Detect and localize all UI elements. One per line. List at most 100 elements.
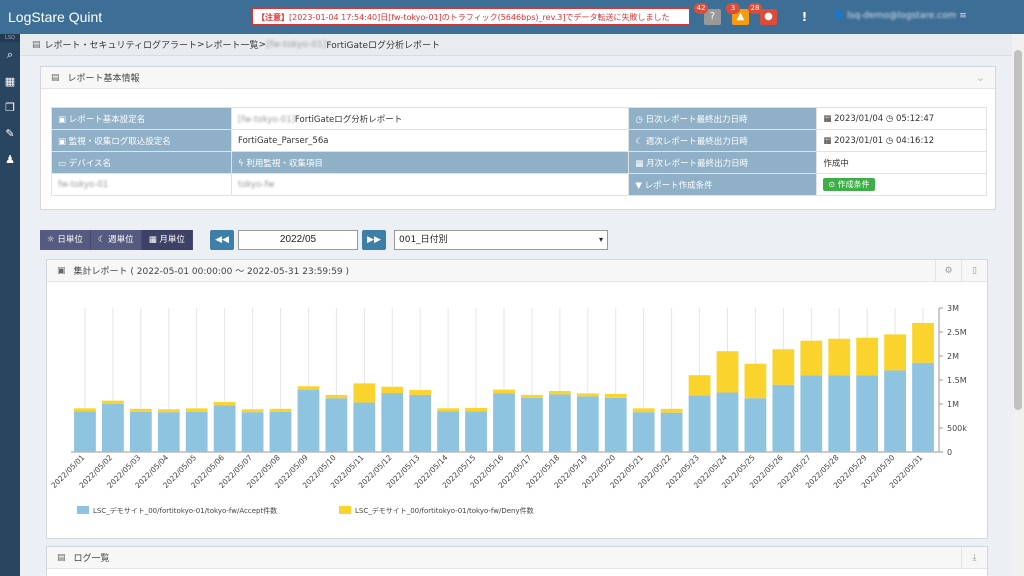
bar-accept [185,411,208,452]
label-monitor-items: ϟ 利用監視・収集項目 [230,151,630,174]
bar-accept [325,398,348,452]
breadcrumb-sep: > [258,39,267,50]
clock-icon: ◷ [885,135,896,146]
breadcrumb-part2[interactable]: レポート一覧 [204,41,259,51]
moon-icon: ☾ [97,235,109,245]
breadcrumb-sep: > [196,39,205,50]
bar-deny [548,391,571,395]
app-title[interactable]: LogStare Quint [8,9,103,25]
alert-banner[interactable]: 【注意】[2023-01-04 17:54:40]日[fw-tokyo-01]の… [252,8,690,25]
bar-accept [269,411,292,452]
report-select[interactable]: 001_日付別 ▾ [394,230,608,250]
log-list-panel: ▤ ログ一覧 ⤓ [46,546,988,576]
day-unit-button[interactable]: ☼ 日単位 [40,230,91,250]
bar-deny [381,386,404,393]
users-icon[interactable]: ♟ [5,152,15,166]
y-tick-label: 3M [947,304,959,313]
month-unit-button[interactable]: ▦ 月単位 [141,230,193,250]
bar-accept [353,402,376,452]
chevron-down-icon: ▾ [598,235,603,244]
vertical-scrollbar[interactable] [1012,34,1024,576]
user-menu[interactable]: 👤 lsq-demo@logstare.com ≡ [833,11,967,21]
bar-accept [381,392,404,452]
month-input[interactable]: 2022/05 [238,230,358,250]
bar-deny [353,383,376,403]
image-icon: ▣ [58,114,69,125]
legend-label-accept: LSC_デモサイト_00/fortitokyo-01/tokyo-fw/Acce… [93,506,277,515]
badge-count-red: 28 [748,3,762,14]
table-icon: ▤ [57,552,66,563]
value-monitor-items: tokyo-fw [230,173,630,196]
bar-deny [185,408,208,412]
download-icon[interactable]: ⤓ [961,547,987,569]
value-report-setting: [fw-tokyo-01]FortiGateログ分析レポート [230,107,630,130]
legend-swatch-deny [339,506,351,514]
bar-deny [632,408,655,413]
report-info-title: レポート基本情報 [67,74,140,84]
chart-icon[interactable]: ▦ [4,74,16,88]
bar-accept [157,412,180,452]
bar-deny [604,393,627,398]
bar-accept [74,411,96,452]
sidebar: LSQ ⌕ ▦ ❐ ✎ ♟ [0,34,20,576]
wrench-icon[interactable]: ✎ [5,126,15,140]
y-tick-label: 500k [947,424,967,433]
pdf-icon[interactable]: ▯ [961,260,987,282]
bar-accept [548,394,571,452]
bar-deny [465,407,487,412]
bar-deny [325,394,348,399]
value-weekly-output: ▦ 2023/01/01 ◷ 04:16:12 [816,129,987,152]
bar-deny [772,349,795,385]
question-icon[interactable]: ? [704,9,721,25]
alert-prefix: 【注意】 [257,13,289,22]
bar-accept [297,389,320,452]
bar-deny [912,322,934,363]
bar-accept [800,375,823,452]
bar-deny [269,408,292,412]
bar-deny [241,409,264,413]
bar-deny [828,338,851,376]
label-monthly-output: ▦ 月次レポート最終出力日時 [628,151,818,174]
calendar-icon: ▦ [635,158,647,169]
bar-accept [912,362,934,452]
bar-accept [409,394,432,452]
log-list-title: ログ一覧 [73,554,110,564]
calendar-icon: ▦ [148,235,160,245]
gear-icon[interactable]: ⚙ [935,260,961,282]
bar-deny [493,389,515,394]
search-icon[interactable]: ⌕ [6,48,14,61]
value-device: fw-tokyo-01 [51,173,232,196]
table-icon: ▤ [51,72,60,83]
bar-deny [409,390,432,395]
breadcrumb-part1[interactable]: レポート・セキュリティログアラート [44,41,197,51]
label-report-condition: ▼ レポート作成条件 [628,173,818,196]
badge-count-orange: 3 [726,3,740,14]
next-button[interactable]: ▶▶ [362,230,386,250]
badge-count-gray: 42 [694,3,708,14]
bar-deny [74,408,96,412]
week-unit-button[interactable]: ☾ 週単位 [90,230,142,250]
value-monthly-output: 作成中 [816,151,987,174]
bar-accept [772,384,795,452]
bar-deny [800,340,823,376]
sidebar-toggle[interactable]: LSQ [0,34,20,42]
filter-icon: ▼ [635,180,645,191]
bar-accept [129,411,152,452]
condition-button[interactable]: ⊙ 作成条件 [823,178,875,191]
scrollbar-thumb[interactable] [1014,50,1022,410]
clock-icon: ◷ [635,114,646,125]
prev-button[interactable]: ◀◀ [210,230,234,250]
y-tick-label: 2M [947,352,959,361]
value-report-condition: ⊙ 作成条件 [816,173,987,196]
exclamation-icon[interactable]: ! [801,10,808,24]
chevron-down-icon[interactable]: ⌄ [975,71,985,84]
book-icon[interactable]: ❐ [5,100,15,114]
bar-deny [297,386,320,390]
value-log-setting: FortiGate_Parser_56a [230,129,630,152]
bolt-icon: ϟ [238,158,247,169]
report-info-header[interactable]: ▤ レポート基本情報 ⌄ [41,67,995,89]
bar-accept [884,370,906,452]
bar-accept [716,392,739,452]
bar-accept [660,412,683,452]
error-icon[interactable]: ● [760,9,777,25]
